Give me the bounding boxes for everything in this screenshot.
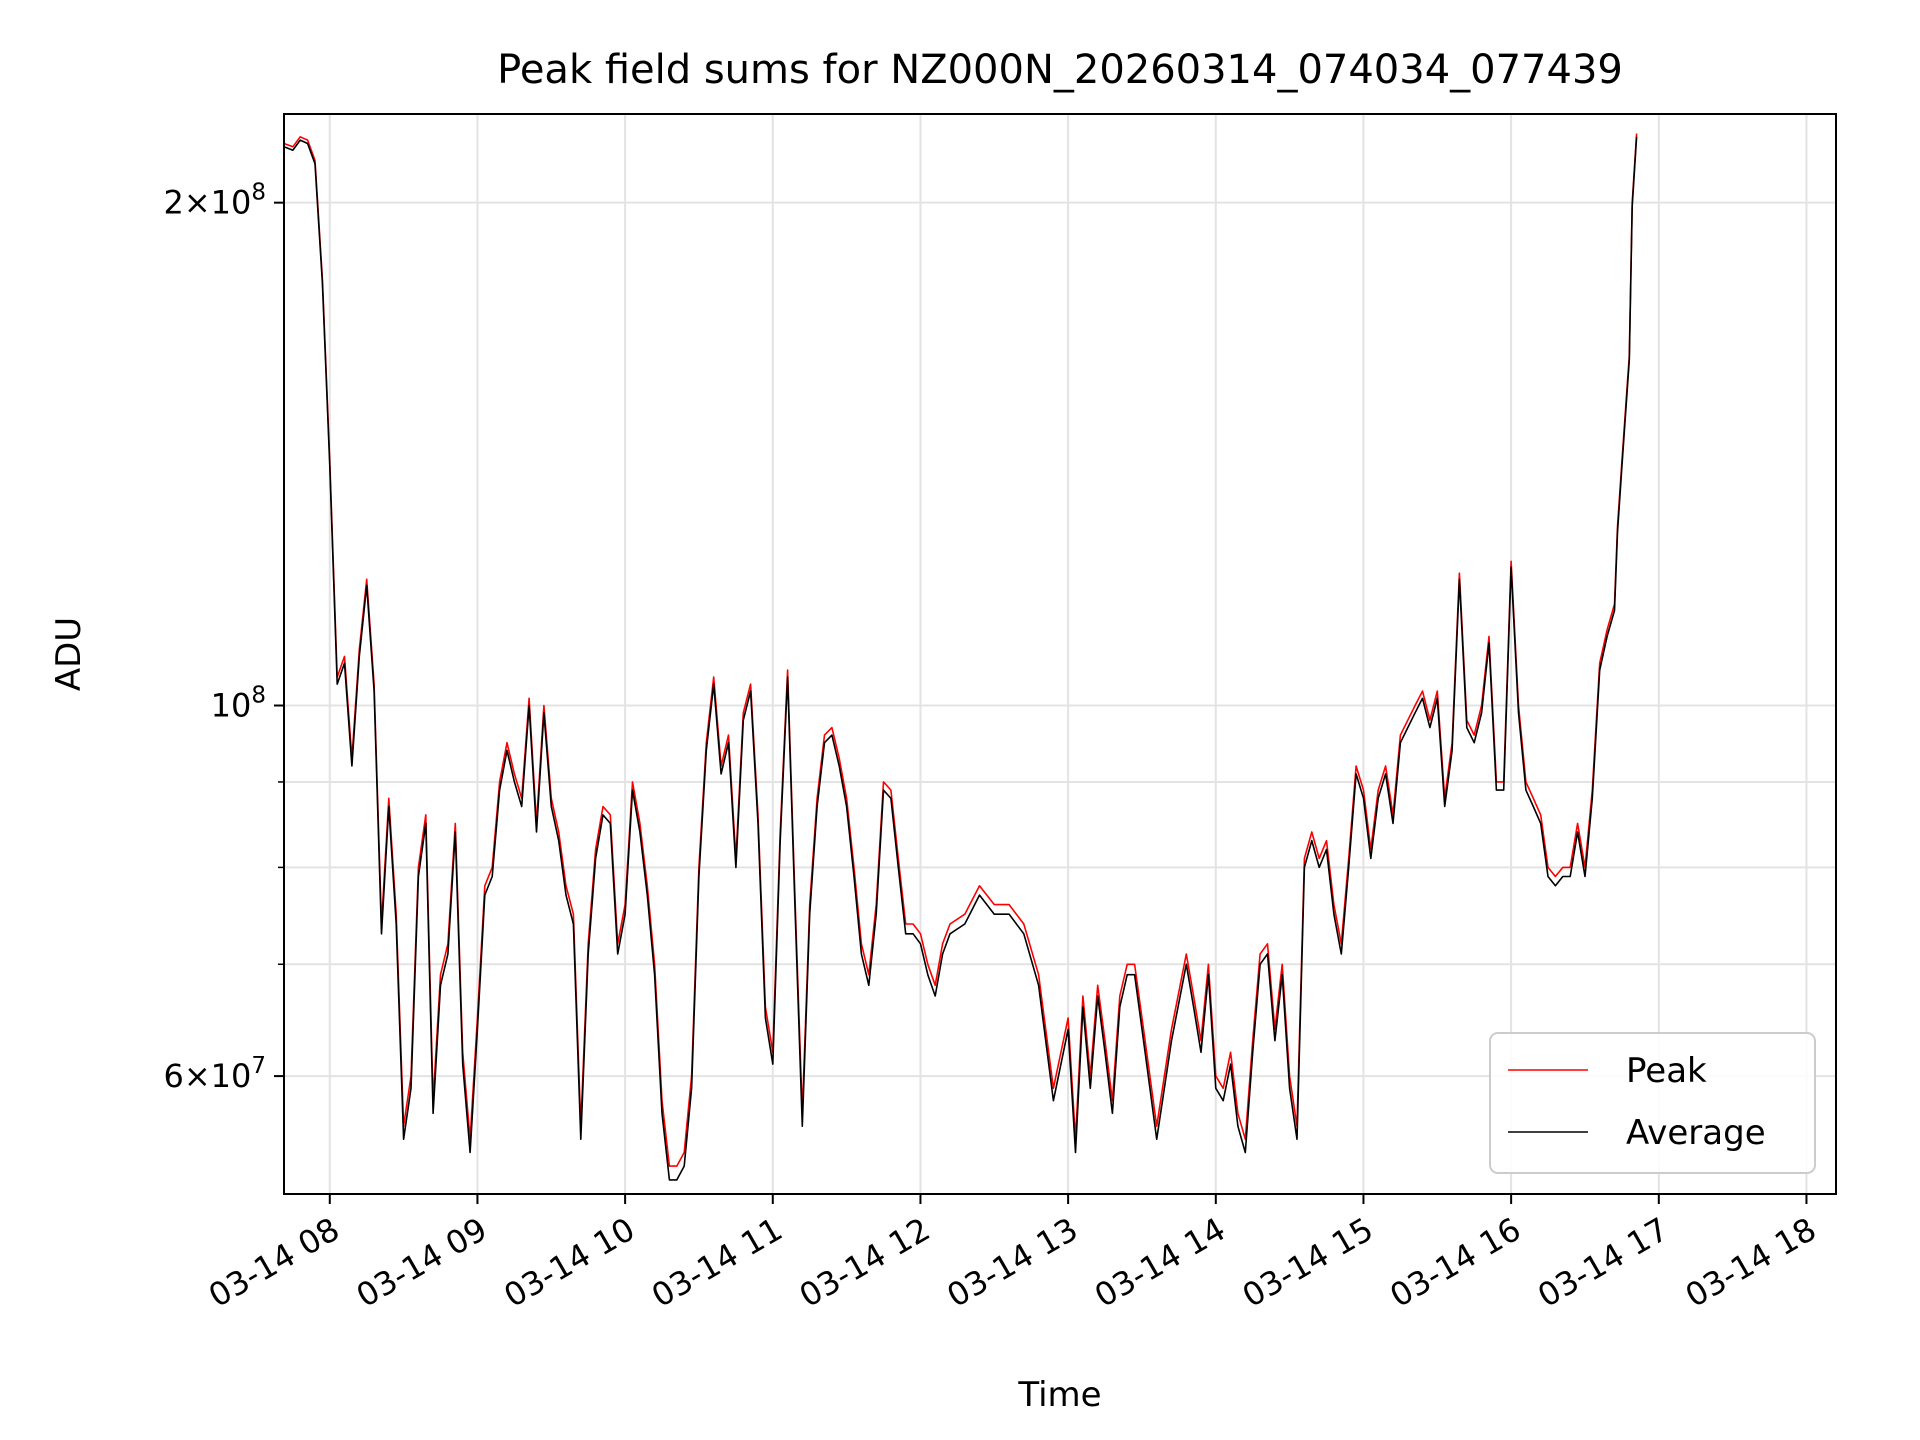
- legend: Peak Average: [1489, 1032, 1816, 1174]
- legend-box: [1489, 1032, 1816, 1174]
- y-axis-label: ADU: [49, 617, 89, 691]
- y-tick-label: 108: [211, 683, 266, 725]
- plot-frame: [283, 113, 1837, 1195]
- legend-average-label: Average: [1626, 1113, 1766, 1153]
- chart-title: Peak field sums for NZ000N_20260314_0740…: [497, 47, 1623, 93]
- x-axis-label: Time: [1017, 1375, 1101, 1415]
- legend-peak-label: Peak: [1626, 1051, 1707, 1091]
- y-tick-label: 2×108: [163, 180, 266, 222]
- series-lines: [283, 133, 1638, 1181]
- series-line-peak: [283, 133, 1638, 1167]
- grid-lines: [284, 114, 1836, 1194]
- y-axis-ticks: 6×107 108 2×108: [163, 180, 284, 1095]
- series-line-average: [283, 136, 1638, 1181]
- y-tick-label: 6×107: [163, 1053, 266, 1095]
